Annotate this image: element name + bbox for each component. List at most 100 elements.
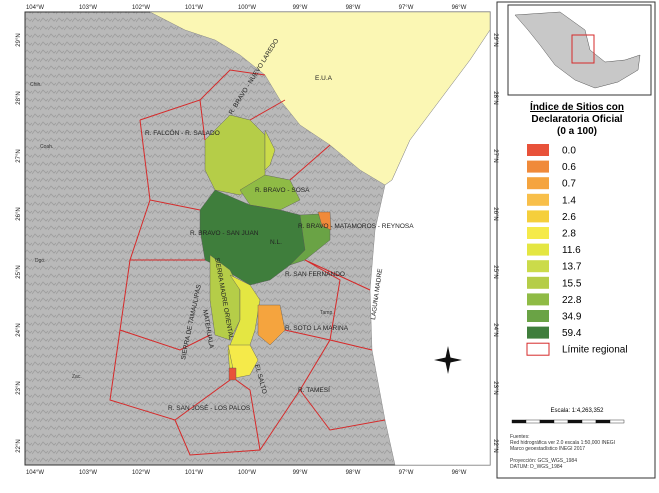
lat-label: 27°N	[492, 149, 498, 162]
source-text: Proyección: GCS_WGS_1984	[510, 458, 577, 464]
place-label: Dgo.	[35, 258, 46, 264]
lat-label: 26°N	[492, 207, 498, 220]
lon-label: 102°W	[132, 470, 150, 476]
legend-swatch	[527, 326, 549, 339]
inset-map	[507, 4, 652, 96]
legend-label: 0.0	[562, 146, 576, 157]
legend-title: Índice de Sitios con	[530, 100, 624, 113]
source-text: Fuentes:	[510, 434, 529, 440]
lon-label: 96°W	[452, 470, 467, 476]
region-label: R. BRAVO - MATAMOROS - REYNOSA	[298, 223, 414, 230]
lon-label: 96°W	[452, 5, 467, 11]
source-text: Marco geoestadístico INEGI 2017	[510, 446, 585, 452]
region-label: R. FALCÓN - R. SALADO	[145, 128, 220, 137]
region	[264, 129, 276, 171]
lat-label: 26°N	[16, 207, 22, 220]
legend-swatch	[527, 160, 549, 173]
lon-label: 103°W	[79, 470, 97, 476]
lat-label: 23°N	[492, 381, 498, 394]
lat-label: 24°N	[16, 323, 22, 336]
legend-label: 2.6	[562, 212, 576, 223]
legend-swatch	[527, 260, 549, 273]
legend-swatch	[527, 243, 549, 256]
lon-label: 97°W	[399, 5, 414, 11]
legend-title: (0 a 100)	[557, 126, 597, 137]
legend-swatch	[527, 193, 549, 206]
legend-swatch	[527, 210, 549, 223]
scale-bar	[609, 419, 625, 424]
lat-label: 24°N	[492, 323, 498, 336]
place-label: Coah.	[40, 144, 53, 150]
scale-bar	[511, 419, 527, 424]
legend-label: 59.4	[562, 328, 582, 339]
scale-bar	[553, 419, 569, 424]
lon-label: 100°W	[238, 5, 256, 11]
region-label: R. SOTO LA MARINA	[285, 325, 349, 332]
place-label: Zac.	[72, 374, 82, 380]
place-label: Tamp.	[320, 310, 334, 316]
lat-label: 22°N	[16, 439, 22, 452]
region-label: R. TAMESÍ	[298, 385, 330, 394]
lat-label: 29°N	[16, 33, 22, 46]
lon-label: 104°W	[26, 5, 44, 11]
scale-bar	[595, 419, 611, 424]
lon-label: 101°W	[185, 470, 203, 476]
lon-label: 98°W	[346, 470, 361, 476]
place-label: Chih.	[30, 82, 42, 88]
legend-swatch	[526, 342, 550, 356]
lat-label: 25°N	[16, 265, 22, 278]
region-label: R. BRAVO - SOSA	[255, 187, 310, 194]
scale-bar	[525, 419, 541, 424]
legend-label: 2.8	[562, 229, 576, 240]
scale-text: Escala: 1:4,263,352	[550, 408, 604, 414]
legend-label: 0.6	[562, 162, 576, 173]
lon-label: 104°W	[26, 470, 44, 476]
region-label: R. SAN FERNANDO	[285, 271, 345, 278]
legend-label: 34.9	[562, 312, 582, 323]
regional-boundaries	[109, 69, 386, 456]
scale-bar	[567, 419, 583, 424]
lat-label: 22°N	[492, 439, 498, 452]
region	[317, 211, 332, 231]
lon-label: 99°W	[293, 5, 308, 11]
legend-swatch	[527, 293, 549, 306]
legend-label: 13.7	[562, 262, 582, 273]
region	[257, 304, 286, 346]
lon-label: 98°W	[346, 5, 361, 11]
region-label: E.U.A	[315, 75, 333, 82]
legend-swatch	[527, 310, 549, 322]
source-text: DATUM: D_WGS_1984	[510, 464, 563, 470]
region-label: N.L.	[270, 239, 282, 246]
lon-label: 103°W	[79, 5, 97, 11]
legend-swatch	[527, 177, 549, 190]
lat-label: 28°N	[16, 91, 22, 104]
legend-title: Declaratoria Oficial	[531, 114, 622, 125]
lon-label: 100°W	[238, 470, 256, 476]
lon-label: 99°W	[293, 470, 308, 476]
scale-bar	[539, 419, 555, 424]
lon-label: 102°W	[132, 5, 150, 11]
lon-label: 97°W	[399, 470, 414, 476]
lat-label: 29°N	[492, 33, 498, 46]
legend-swatch	[527, 276, 549, 289]
lat-label: 23°N	[16, 381, 22, 394]
legend-label: 0.7	[562, 179, 576, 190]
legend-label: 22.8	[562, 295, 582, 306]
lat-label: 25°N	[492, 265, 498, 278]
region-label: R. SAN JOSÉ - LOS PALOS	[168, 403, 251, 412]
legend-label: Límite regional	[562, 345, 628, 356]
scale-bar	[581, 419, 597, 424]
lat-label: 28°N	[492, 91, 498, 104]
legend-label: 15.5	[562, 278, 582, 289]
region	[228, 367, 237, 381]
source-text: Red hidrográfica ver 2.0 escala 1:50,000…	[510, 440, 615, 446]
legend-label: 1.4	[562, 195, 576, 206]
legend-label: 11.6	[562, 245, 581, 256]
legend-swatch	[527, 144, 549, 156]
north-arrow	[434, 346, 462, 374]
lat-label: 27°N	[16, 149, 22, 162]
lon-label: 101°W	[185, 5, 203, 11]
region-label: R. BRAVO - SAN JUAN	[190, 230, 259, 237]
